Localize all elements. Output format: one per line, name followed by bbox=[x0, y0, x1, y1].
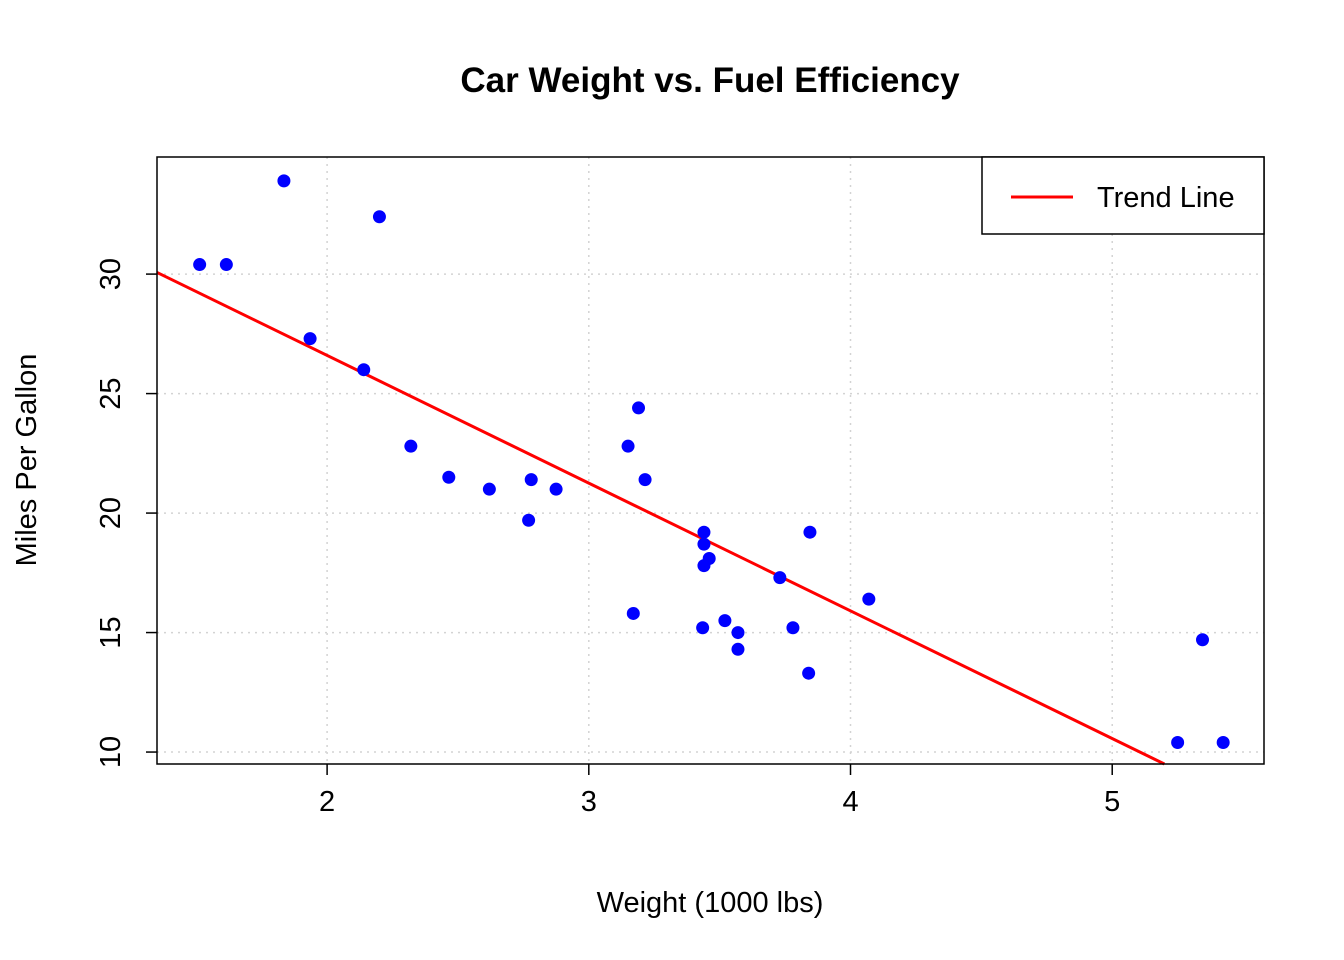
data-point bbox=[219, 258, 233, 272]
data-point bbox=[404, 439, 418, 453]
y-axis-label: Miles Per Gallon bbox=[11, 354, 43, 567]
y-tick-label: 20 bbox=[95, 497, 127, 529]
data-point bbox=[632, 401, 646, 415]
data-point bbox=[193, 258, 207, 272]
y-axis: 10 15 20 25 30 bbox=[95, 258, 157, 768]
data-point bbox=[621, 439, 635, 453]
y-tick-label: 25 bbox=[95, 377, 127, 409]
x-axis: 2 3 4 5 bbox=[319, 764, 1120, 818]
x-tick-label: 2 bbox=[319, 786, 335, 818]
data-point bbox=[697, 525, 711, 539]
data-point bbox=[786, 621, 800, 635]
data-point bbox=[803, 525, 817, 539]
data-point bbox=[372, 210, 386, 224]
data-point bbox=[638, 473, 652, 487]
plot-frame bbox=[156, 156, 1265, 765]
data-point bbox=[524, 473, 538, 487]
data-point bbox=[482, 482, 496, 496]
legend: Trend Line bbox=[981, 156, 1265, 235]
data-point bbox=[697, 537, 711, 551]
data-point bbox=[773, 571, 787, 585]
trend-line bbox=[156, 271, 1166, 766]
data-point bbox=[626, 606, 640, 620]
chart-title: Car Weight vs. Fuel Efficiency bbox=[460, 61, 960, 100]
data-point bbox=[862, 592, 876, 606]
grid-lines bbox=[157, 157, 1264, 764]
data-point bbox=[1196, 633, 1209, 647]
data-point bbox=[357, 363, 371, 377]
y-tick-label: 10 bbox=[95, 736, 127, 768]
data-point bbox=[522, 513, 536, 527]
x-tick-label: 4 bbox=[842, 786, 858, 818]
y-tick-label: 30 bbox=[95, 258, 127, 290]
x-axis-label: Weight (1000 lbs) bbox=[597, 887, 824, 919]
data-point bbox=[442, 470, 456, 484]
data-point bbox=[718, 614, 732, 628]
x-tick-label: 5 bbox=[1104, 786, 1120, 818]
data-points bbox=[193, 174, 1230, 749]
y-tick-label: 15 bbox=[95, 616, 127, 648]
data-point bbox=[1171, 735, 1185, 749]
data-point bbox=[731, 626, 745, 640]
data-point bbox=[696, 621, 710, 635]
data-point bbox=[277, 174, 291, 188]
data-point bbox=[549, 482, 563, 496]
data-point bbox=[731, 642, 745, 656]
x-tick-label: 3 bbox=[581, 786, 597, 818]
data-point bbox=[303, 332, 317, 346]
trend-line-layer bbox=[156, 271, 1166, 766]
legend-box bbox=[981, 156, 1265, 235]
data-point bbox=[697, 559, 711, 573]
data-point bbox=[802, 666, 816, 680]
data-point bbox=[1216, 735, 1230, 749]
legend-trend-line-label: Trend Line bbox=[1097, 182, 1235, 214]
